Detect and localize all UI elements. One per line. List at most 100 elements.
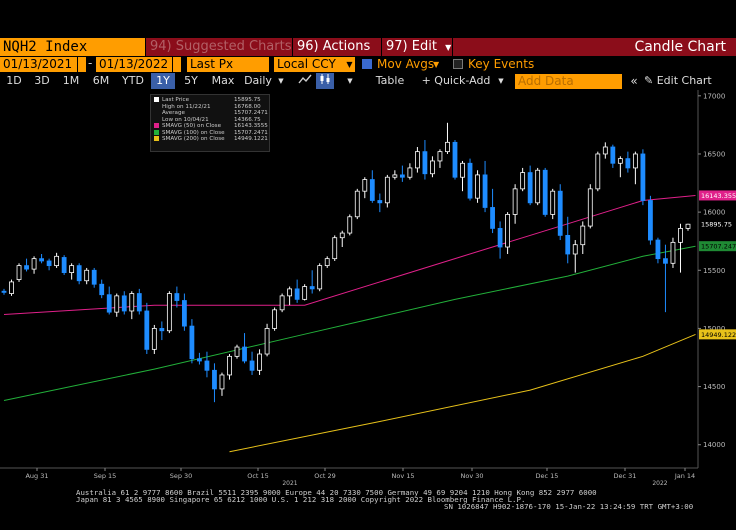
candle-body bbox=[460, 162, 465, 178]
calendar-icon[interactable] bbox=[173, 57, 181, 72]
candle-body bbox=[279, 295, 285, 311]
x-tick-label: Sep 15 bbox=[94, 472, 117, 480]
sma-200-tag: 14949.1221 bbox=[701, 331, 736, 339]
chevron-down-icon[interactable]: ▼ bbox=[347, 77, 353, 85]
candle-body bbox=[648, 200, 653, 241]
price-field-select[interactable]: Last Px bbox=[187, 57, 269, 72]
x-tick-label: Sep 30 bbox=[170, 472, 193, 480]
line-chart-icon[interactable] bbox=[296, 73, 314, 89]
candle-body bbox=[61, 257, 67, 274]
candle-body bbox=[437, 151, 443, 162]
pencil-icon: ✎ bbox=[644, 74, 654, 87]
candle-body bbox=[114, 295, 120, 313]
legend-item: Average 15707.2471 bbox=[154, 110, 268, 117]
candle-body bbox=[610, 146, 616, 164]
table-button[interactable]: Table bbox=[375, 74, 405, 87]
legend-item: SMAVG (200) on Close 14949.1221 bbox=[154, 136, 268, 143]
x-tick-label: Oct 29 bbox=[314, 472, 336, 480]
x-tick-label: Dec 15 bbox=[536, 472, 559, 480]
candle-body bbox=[655, 239, 661, 260]
candle-body bbox=[384, 176, 390, 204]
candle-body bbox=[445, 141, 450, 153]
ticker-input[interactable]: NQH2 Index bbox=[0, 38, 145, 56]
x-tick-label: Nov 15 bbox=[391, 472, 414, 480]
legend-swatch bbox=[154, 117, 159, 122]
actions-label: 96) Actions bbox=[297, 39, 371, 54]
candle-body bbox=[16, 265, 22, 280]
add-data-input[interactable]: Add Data bbox=[515, 74, 622, 89]
legend-label: Low on 10/04/21 bbox=[162, 116, 209, 123]
candle-body bbox=[69, 265, 75, 274]
key-events-checkbox[interactable] bbox=[453, 59, 463, 69]
frequency-select[interactable]: Daily bbox=[244, 74, 272, 87]
candle-body bbox=[399, 174, 405, 178]
legend-label: High on 11/22/21 bbox=[162, 103, 211, 110]
period-3d[interactable]: 3D bbox=[34, 74, 50, 87]
period-1d[interactable]: 1D bbox=[6, 74, 22, 87]
candle-chart-icon[interactable] bbox=[316, 73, 334, 89]
date-from-input[interactable]: 01/13/2021 bbox=[0, 57, 77, 72]
chart-title: Candle Chart bbox=[453, 38, 736, 56]
candle-body bbox=[685, 223, 691, 229]
suggested-charts-button[interactable]: 94) Suggested Charts bbox=[146, 38, 292, 56]
candle-body bbox=[415, 151, 420, 169]
legend-item: Last Price 15895.75 bbox=[154, 97, 266, 104]
y-tick-label: 14000 bbox=[703, 441, 725, 449]
candle-body bbox=[572, 244, 578, 255]
chevron-down-icon[interactable]: ▼ bbox=[433, 60, 440, 69]
candle-body bbox=[550, 190, 556, 215]
legend-value: 16768.00 bbox=[234, 103, 261, 110]
candle-body bbox=[144, 310, 150, 350]
candle-body bbox=[663, 258, 668, 264]
candle-body bbox=[512, 188, 518, 215]
chevron-down-icon[interactable]: ▼ bbox=[278, 77, 284, 85]
footer-contacts-line1: Australia 61 2 9777 8600 Brazil 5511 239… bbox=[76, 488, 597, 497]
period-1m[interactable]: 1M bbox=[62, 74, 80, 87]
candle-body bbox=[565, 234, 571, 255]
legend-value: 16143.3555 bbox=[234, 123, 268, 129]
edit-label: 97) Edit bbox=[386, 39, 437, 54]
candle-body bbox=[54, 255, 60, 267]
actions-button[interactable]: 96) Actions ▼ bbox=[293, 38, 381, 70]
mov-avgs-checkbox[interactable] bbox=[362, 59, 372, 69]
x-tick-label: Dec 31 bbox=[614, 472, 637, 480]
chart-legend[interactable]: Last Price 15895.75 High on 11/22/21 16768.… bbox=[150, 94, 270, 152]
period-5y[interactable]: 5Y bbox=[184, 74, 198, 87]
date-to-input[interactable]: 01/13/2022 bbox=[96, 57, 172, 72]
legend-swatch bbox=[154, 129, 159, 135]
candle-body bbox=[46, 260, 52, 267]
sma-200-tag-bg bbox=[699, 329, 736, 340]
candle-body bbox=[204, 360, 210, 371]
edit-button[interactable]: 97) Edit ▼ bbox=[382, 38, 452, 56]
candle-body bbox=[347, 216, 353, 234]
chevron-down-icon[interactable]: ▼ bbox=[498, 77, 504, 85]
candle-body bbox=[377, 200, 383, 204]
currency-select[interactable]: Local CCY bbox=[274, 57, 344, 72]
period-6m[interactable]: 6M bbox=[92, 74, 110, 87]
legend-item: Low on 10/04/21 14366.75 bbox=[154, 117, 266, 124]
edit-chart-button[interactable]: ✎ Edit Chart bbox=[644, 73, 736, 89]
candle-body bbox=[159, 328, 165, 332]
quick-add-button[interactable]: + Quick-Add bbox=[421, 74, 491, 87]
chevron-down-icon[interactable]: ▼ bbox=[344, 57, 355, 72]
legend-swatch bbox=[154, 104, 159, 109]
candle-body bbox=[1, 290, 7, 293]
period-ytd[interactable]: YTD bbox=[122, 74, 144, 87]
collapse-icon[interactable]: « bbox=[630, 74, 638, 88]
candle-body bbox=[212, 369, 217, 390]
candle-body bbox=[324, 258, 330, 267]
candle-body bbox=[632, 153, 638, 169]
grid bbox=[0, 90, 699, 469]
candle-body bbox=[197, 358, 202, 362]
candle-body bbox=[219, 374, 225, 390]
candle-body bbox=[129, 293, 135, 312]
period-max[interactable]: Max bbox=[211, 74, 235, 87]
sma-50-tag-bg bbox=[699, 190, 736, 201]
calendar-icon[interactable] bbox=[78, 57, 86, 72]
period-1y[interactable]: 1Y bbox=[151, 73, 175, 89]
candle-chart[interactable]: 14000 14500 15000 15500 16000 16500 17000 Aug … bbox=[0, 90, 736, 510]
candle-body bbox=[76, 265, 82, 282]
top-blank-bar bbox=[0, 0, 736, 18]
candle-body bbox=[332, 237, 338, 260]
sma-100-tag-bg bbox=[699, 241, 736, 252]
